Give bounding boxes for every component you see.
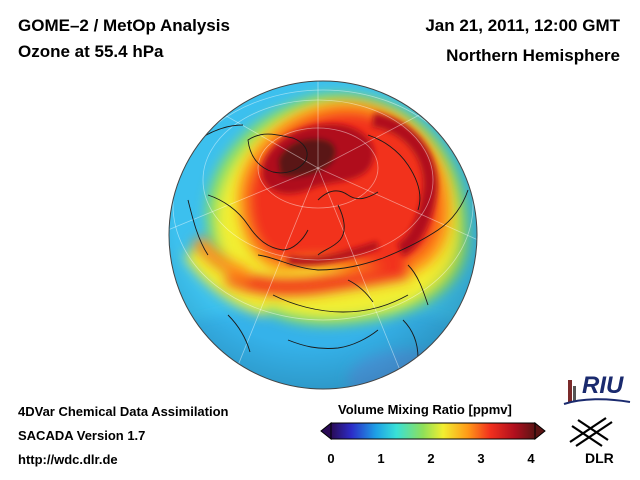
colorbar-high-arrow [534,422,546,441]
footer-line-1: 4DVar Chemical Data Assimilation [18,404,229,419]
title-line-1: GOME–2 / MetOp Analysis [18,16,230,35]
riu-logo-text: RIU [582,372,624,399]
colorbar-tick: 1 [377,451,385,466]
footer-url: http://wdc.dlr.de [18,452,118,467]
title-line-2: Ozone at 55.4 hPa [18,42,164,61]
colorbar-tick: 0 [327,451,335,466]
colorbar-tick: 3 [477,451,485,466]
colorbar-tick: 4 [527,451,535,466]
riu-logo-icon [563,380,631,405]
colorbar-low-arrow [320,422,332,441]
colorbar [320,422,546,441]
colorbar-bar [330,422,536,440]
date-label: Jan 21, 2011, 12:00 GMT [425,16,620,35]
dlr-logo-icon [569,417,613,447]
colorbar-title: Volume Mixing Ratio [ppmv] [338,402,512,417]
colorbar-tick: 2 [427,451,435,466]
dlr-logo-text: DLR [585,450,614,466]
footer-line-2: SACADA Version 1.7 [18,428,146,443]
ozone-globe-map [168,80,478,390]
region-label: Northern Hemisphere [446,46,620,65]
